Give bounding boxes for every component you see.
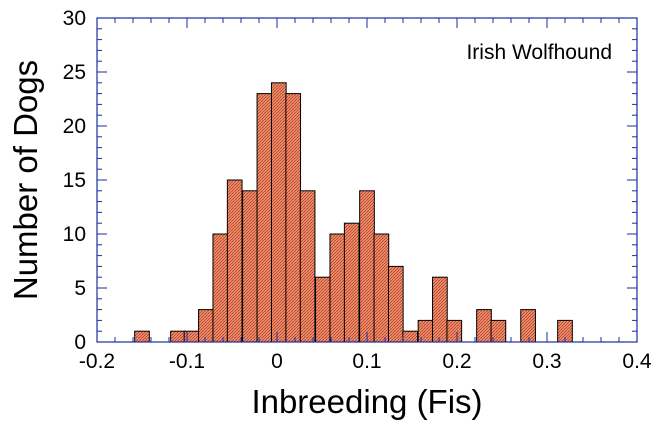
y-tick-label: 15 bbox=[63, 169, 86, 192]
histogram-bar-16 bbox=[387, 265, 404, 343]
histogram-bar-13 bbox=[343, 222, 360, 343]
histogram-bar-11 bbox=[315, 276, 331, 343]
chart-annotation: Irish Wolfhound bbox=[466, 41, 612, 64]
histogram-bar-20 bbox=[446, 319, 463, 343]
tick-labels: -0.2 -0.1 0 0.1 0.2 0.3 0.4 0 5 10 15 20 25 30 bbox=[63, 7, 652, 373]
histogram-bar-17 bbox=[402, 330, 419, 343]
x-tick-label: 0 bbox=[271, 350, 283, 373]
histogram-bar-21 bbox=[476, 309, 492, 343]
histogram-bar-1 bbox=[170, 330, 186, 343]
y-tick-label: 5 bbox=[74, 277, 86, 300]
x-tick-label: -0.1 bbox=[169, 350, 205, 373]
y-axis-title: Number of Dogs bbox=[7, 60, 44, 300]
y-tick-label: 0 bbox=[74, 331, 86, 354]
y-tick-label: 10 bbox=[63, 223, 86, 246]
histogram-bar-7 bbox=[256, 93, 273, 343]
histogram-bar-2 bbox=[183, 330, 200, 343]
y-tick-label: 30 bbox=[63, 7, 86, 30]
x-tick-label: 0.3 bbox=[532, 350, 561, 373]
histogram-bar-19 bbox=[432, 276, 448, 343]
histogram-bar-18 bbox=[417, 319, 434, 343]
bars-group bbox=[134, 82, 573, 343]
y-tick-label: 20 bbox=[63, 115, 86, 138]
histogram-bar-23 bbox=[520, 309, 536, 343]
y-tick-label: 25 bbox=[63, 61, 86, 84]
x-tick-label: -0.2 bbox=[79, 350, 115, 373]
histogram-bar-5 bbox=[226, 179, 243, 343]
histogram-bar-9 bbox=[285, 93, 302, 343]
histogram-bar-4 bbox=[212, 233, 229, 343]
x-tick-label: 0.4 bbox=[622, 350, 652, 373]
histogram-bar-15 bbox=[373, 233, 390, 343]
histogram-bar-6 bbox=[242, 190, 258, 343]
histogram-bar-14 bbox=[359, 190, 375, 343]
histogram-bar-10 bbox=[299, 190, 316, 343]
histogram-bar-0 bbox=[134, 330, 150, 343]
histogram-bar-8 bbox=[270, 82, 287, 343]
axis-ticks bbox=[96, 17, 638, 343]
x-tick-label: 0.1 bbox=[352, 350, 381, 373]
histogram-bar-12 bbox=[329, 233, 346, 343]
x-axis-title: Inbreeding (Fis) bbox=[251, 383, 482, 420]
histogram-bar-3 bbox=[198, 309, 214, 343]
x-tick-label: 0.2 bbox=[442, 350, 471, 373]
